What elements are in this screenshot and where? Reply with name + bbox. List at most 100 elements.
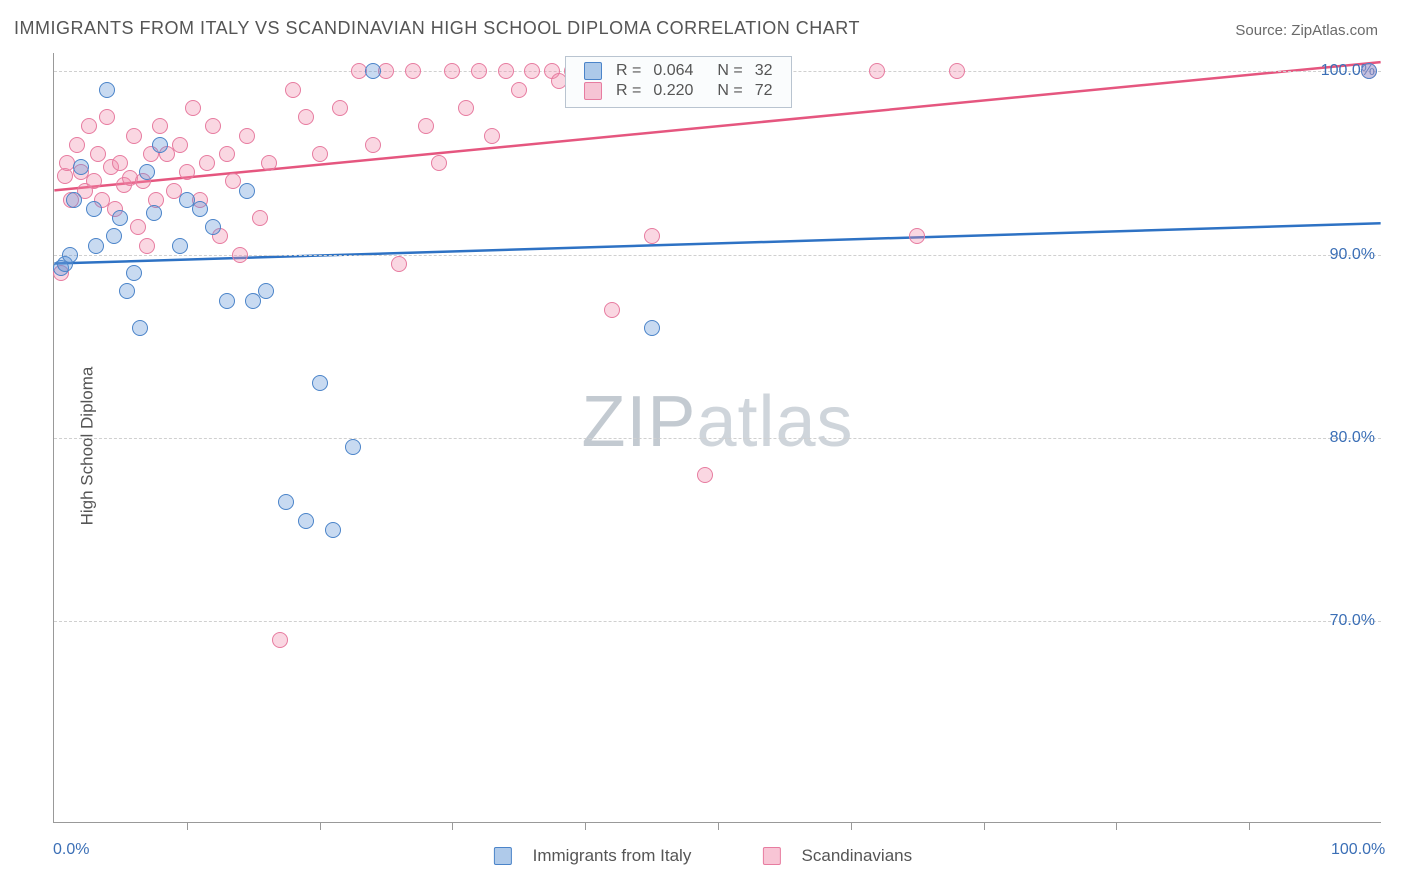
data-point-italy <box>325 522 341 538</box>
data-point-scandinavian <box>869 63 885 79</box>
data-point-scandinavian <box>81 118 97 134</box>
data-point-scandinavian <box>219 146 235 162</box>
data-point-italy <box>258 283 274 299</box>
data-point-italy <box>298 513 314 529</box>
data-point-scandinavian <box>152 118 168 134</box>
data-point-italy <box>126 265 142 281</box>
data-point-scandinavian <box>644 228 660 244</box>
data-point-italy <box>152 137 168 153</box>
data-point-italy <box>365 63 381 79</box>
data-point-scandinavian <box>112 155 128 171</box>
data-point-italy <box>99 82 115 98</box>
source-label: Source: <box>1235 22 1287 39</box>
data-point-italy <box>219 293 235 309</box>
data-point-scandinavian <box>444 63 460 79</box>
data-point-italy <box>172 238 188 254</box>
data-point-scandinavian <box>458 100 474 116</box>
r-value-scandinavian: 0.220 <box>647 81 699 101</box>
data-point-italy <box>132 320 148 336</box>
data-point-italy <box>345 439 361 455</box>
data-point-scandinavian <box>697 467 713 483</box>
data-point-italy <box>62 247 78 263</box>
trend-line-italy <box>54 223 1380 263</box>
data-point-italy <box>66 192 82 208</box>
data-point-scandinavian <box>484 128 500 144</box>
x-tick-label: 0.0% <box>53 841 89 859</box>
data-point-scandinavian <box>332 100 348 116</box>
data-point-scandinavian <box>232 247 248 263</box>
x-tick <box>718 822 719 830</box>
data-point-scandinavian <box>604 302 620 318</box>
x-tick <box>851 822 852 830</box>
data-point-scandinavian <box>312 146 328 162</box>
data-point-italy <box>119 283 135 299</box>
data-point-scandinavian <box>239 128 255 144</box>
data-point-scandinavian <box>172 137 188 153</box>
data-point-scandinavian <box>949 63 965 79</box>
data-point-italy <box>146 205 162 221</box>
data-point-scandinavian <box>252 210 268 226</box>
x-tick <box>1249 822 1250 830</box>
x-tick <box>1116 822 1117 830</box>
data-point-italy <box>139 164 155 180</box>
x-tick <box>320 822 321 830</box>
data-point-scandinavian <box>498 63 514 79</box>
n-label: N = <box>711 81 748 101</box>
data-point-italy <box>239 183 255 199</box>
r-value-italy: 0.064 <box>647 61 699 81</box>
data-point-italy <box>106 228 122 244</box>
data-point-italy <box>1361 63 1377 79</box>
data-point-scandinavian <box>99 109 115 125</box>
data-point-italy <box>86 201 102 217</box>
data-point-italy <box>644 320 660 336</box>
data-point-scandinavian <box>431 155 447 171</box>
n-label: N = <box>711 61 748 81</box>
data-point-scandinavian <box>261 155 277 171</box>
series-legend: Immigrants from Italy Scandinavians <box>486 845 920 866</box>
r-label: R = <box>610 81 647 101</box>
data-point-italy <box>205 219 221 235</box>
r-label: R = <box>610 61 647 81</box>
x-tick <box>585 822 586 830</box>
data-point-scandinavian <box>69 137 85 153</box>
source-attribution: Source: ZipAtlas.com <box>1235 22 1378 39</box>
data-point-italy <box>312 375 328 391</box>
chart-title: IMMIGRANTS FROM ITALY VS SCANDINAVIAN HI… <box>14 18 860 39</box>
n-value-italy: 32 <box>749 61 779 81</box>
legend-item-italy: Immigrants from Italy <box>533 846 692 865</box>
grid-line <box>54 255 1381 256</box>
swatch-blue-icon <box>584 62 602 80</box>
data-point-italy <box>112 210 128 226</box>
grid-line <box>54 621 1381 622</box>
source-value: ZipAtlas.com <box>1291 22 1378 39</box>
data-point-scandinavian <box>365 137 381 153</box>
data-point-scandinavian <box>185 100 201 116</box>
data-point-italy <box>192 201 208 217</box>
data-point-scandinavian <box>130 219 146 235</box>
x-tick <box>452 822 453 830</box>
data-point-scandinavian <box>391 256 407 272</box>
data-point-italy <box>278 494 294 510</box>
data-point-scandinavian <box>205 118 221 134</box>
data-point-scandinavian <box>418 118 434 134</box>
data-point-italy <box>73 159 89 175</box>
data-point-scandinavian <box>179 164 195 180</box>
swatch-blue-icon <box>494 847 512 865</box>
data-point-scandinavian <box>405 63 421 79</box>
data-point-scandinavian <box>511 82 527 98</box>
y-tick-label: 80.0% <box>1330 429 1375 447</box>
y-tick-label: 90.0% <box>1330 246 1375 264</box>
data-point-scandinavian <box>471 63 487 79</box>
data-point-scandinavian <box>298 109 314 125</box>
swatch-pink-icon <box>584 82 602 100</box>
correlation-legend-table: R = 0.064 N = 32 R = 0.220 N = 72 <box>578 61 779 101</box>
data-point-scandinavian <box>126 128 142 144</box>
legend-row-italy: R = 0.064 N = 32 <box>578 61 779 81</box>
legend-item-scandinavian: Scandinavians <box>802 846 913 865</box>
data-point-scandinavian <box>909 228 925 244</box>
grid-line <box>54 438 1381 439</box>
scatter-chart-plot-area: ZIPatlas 70.0%80.0%90.0%100.0% <box>53 53 1381 823</box>
data-point-scandinavian <box>139 238 155 254</box>
data-point-scandinavian <box>86 173 102 189</box>
x-tick-label: 100.0% <box>1331 841 1385 859</box>
